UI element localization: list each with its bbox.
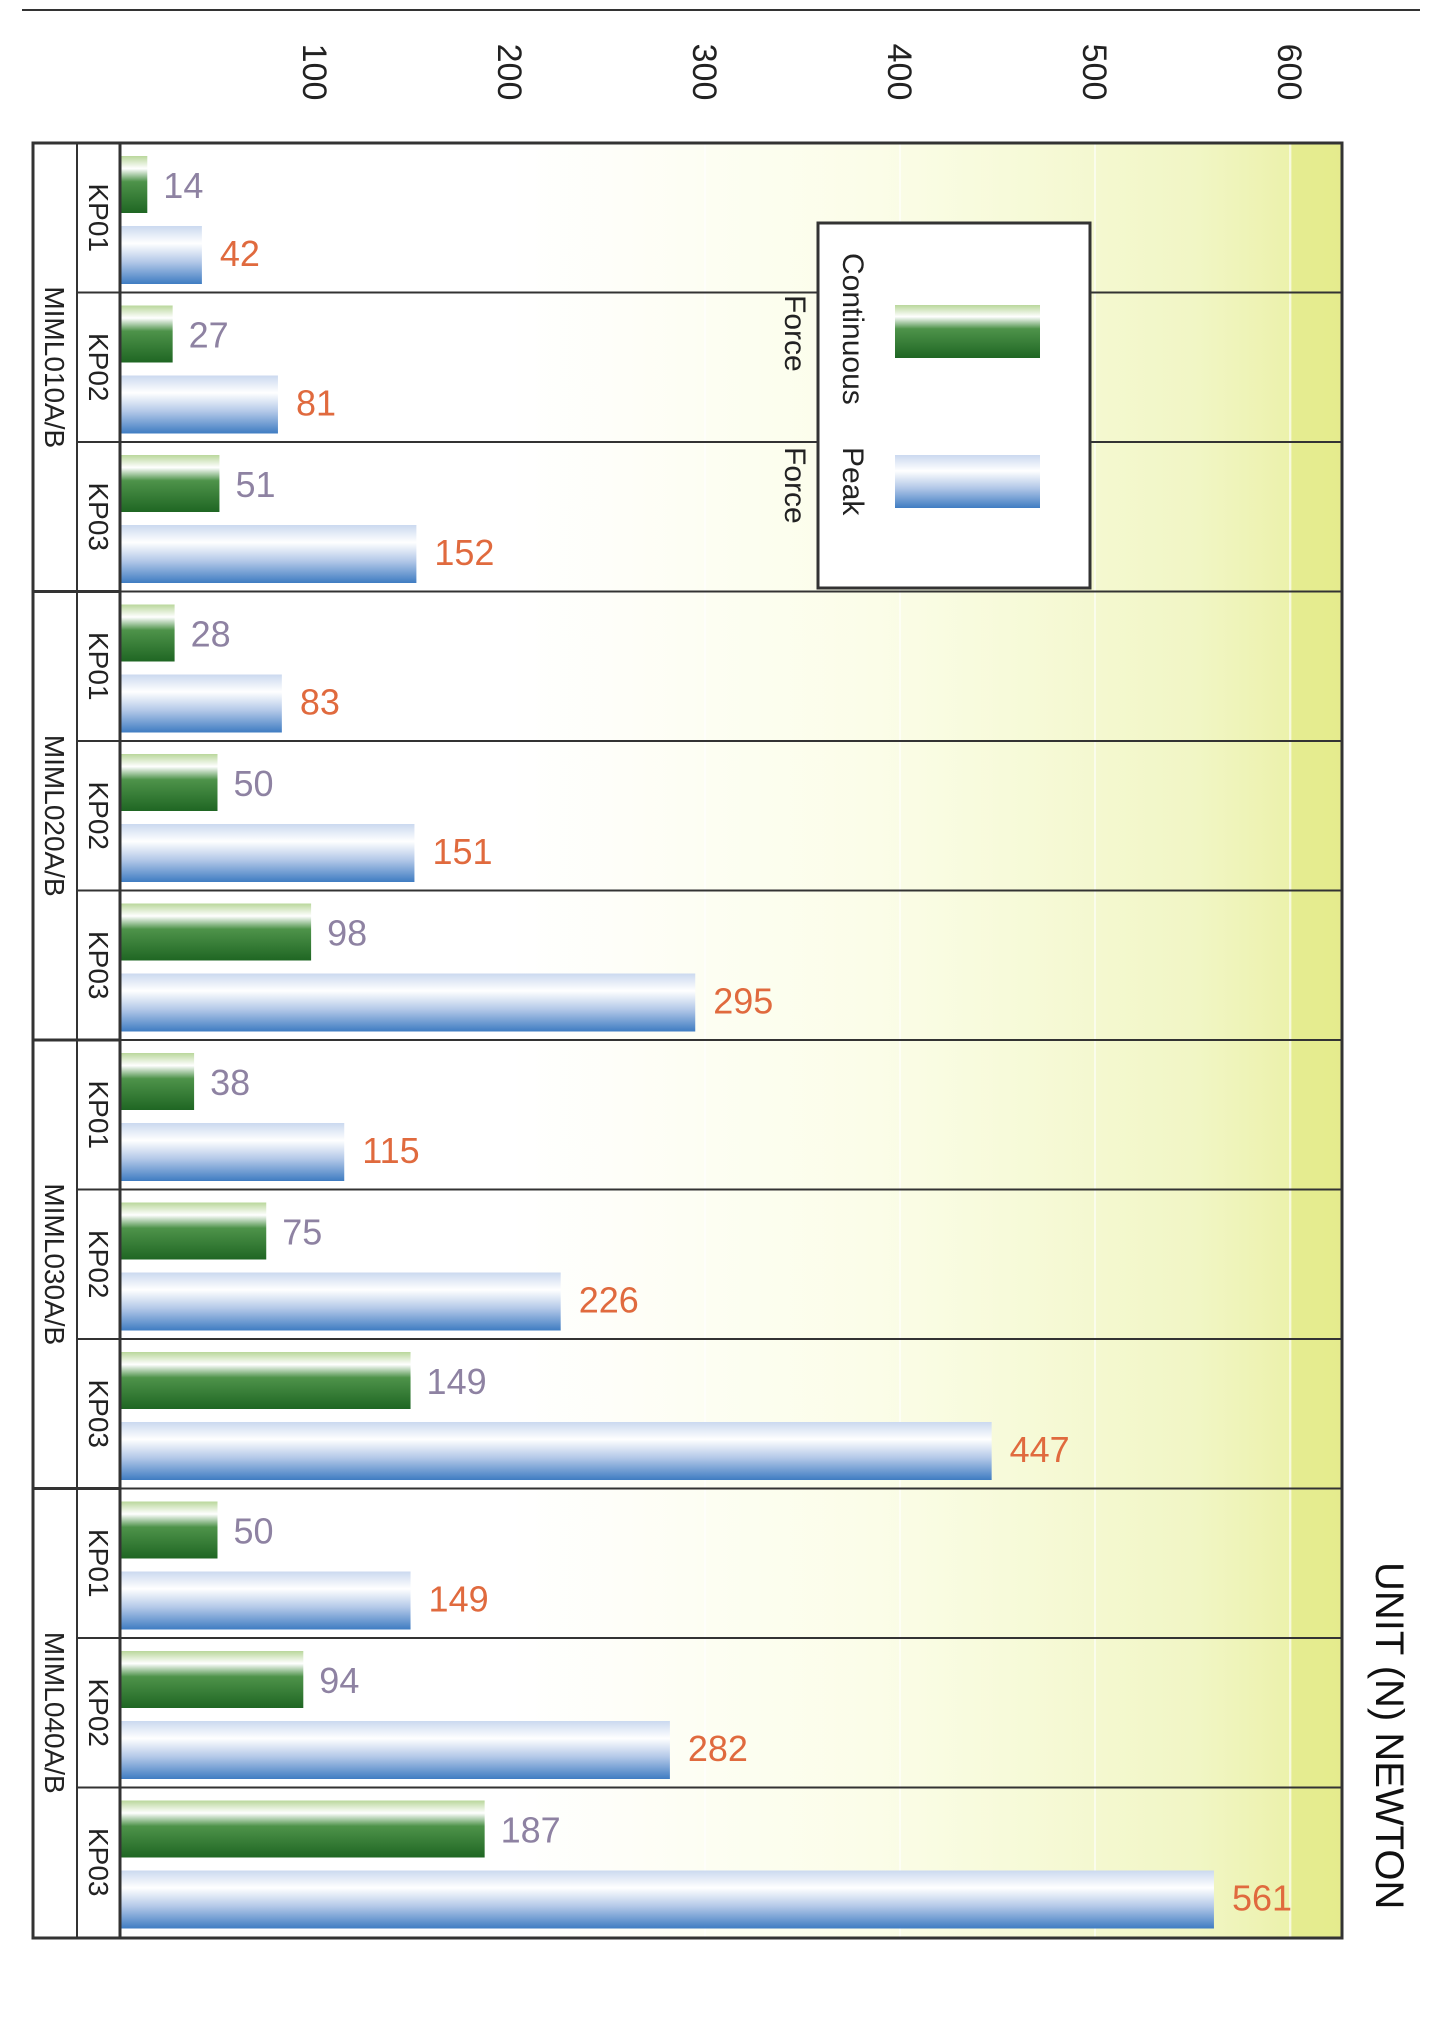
value-label-peak: 282 — [688, 1728, 748, 1769]
legend-label-peak-line1: Peak — [836, 447, 869, 516]
item-label: KP03 — [83, 931, 114, 1000]
bar-continuous — [120, 1501, 218, 1559]
legend: Continuous Force Peak Force — [778, 221, 1092, 590]
value-label-continuous: 50 — [234, 1511, 274, 1552]
value-label-continuous: 14 — [163, 165, 203, 206]
value-label-continuous: 187 — [501, 1810, 561, 1851]
legend-label-continuous-line2: Force — [778, 295, 811, 372]
bar-peak — [120, 1272, 561, 1331]
bar-continuous — [120, 1651, 304, 1708]
value-label-continuous: 50 — [234, 763, 274, 804]
legend-label-peak-line2: Force — [778, 447, 811, 524]
bars — [120, 156, 1214, 1929]
x-tick-label-100: 100 — [295, 44, 333, 101]
row-dividers — [120, 291, 1342, 1789]
value-labels: 14 42 27 81 51 152 28 83 50 151 98 295 38 115 75 226 149… — [163, 165, 1292, 1919]
bar-peak — [120, 1571, 411, 1630]
item-label: KP01 — [83, 1081, 114, 1150]
value-label-peak: 151 — [432, 831, 492, 872]
value-label-peak: 295 — [713, 981, 773, 1022]
value-label-peak: 83 — [300, 682, 340, 723]
bar-continuous — [120, 1352, 411, 1409]
group-label: MIML010A/B — [39, 286, 70, 448]
value-label-peak: 561 — [1232, 1878, 1292, 1919]
item-label: KP01 — [83, 1529, 114, 1598]
group-label: MIML040A/B — [39, 1632, 70, 1794]
bar-peak — [120, 1721, 670, 1779]
item-label: KP02 — [83, 333, 114, 402]
bar-peak — [120, 1123, 345, 1181]
bar-continuous — [120, 156, 148, 213]
x-tick-label-300: 300 — [685, 44, 723, 101]
legend-swatch-continuous — [895, 305, 1040, 358]
legend-label-continuous-line1: Continuous — [836, 253, 869, 405]
value-label-continuous: 51 — [235, 464, 275, 505]
legend-swatch-peak — [895, 455, 1040, 508]
x-tick-label-200: 200 — [490, 44, 528, 101]
x-tick-label-600: 600 — [1270, 44, 1308, 101]
bar-peak — [120, 525, 417, 583]
item-label: KP01 — [83, 632, 114, 701]
value-label-continuous: 38 — [210, 1062, 250, 1103]
bar-continuous — [120, 604, 175, 662]
value-label-peak: 152 — [434, 532, 494, 573]
bar-continuous — [120, 1800, 485, 1858]
item-label: KP03 — [83, 1828, 114, 1897]
bar-peak — [120, 226, 202, 284]
legend-box — [816, 221, 1092, 590]
x-tick-labels: 100 200 300 400 500 600 — [295, 44, 1308, 101]
item-label: KP03 — [83, 1380, 114, 1449]
unit-label: UNIT (N) NEWTON — [1367, 1562, 1411, 1909]
bar-peak — [120, 674, 282, 733]
group-label: MIML020A/B — [39, 735, 70, 897]
item-label: KP01 — [83, 184, 114, 253]
value-label-continuous: 28 — [191, 614, 231, 655]
value-label-peak: 447 — [1010, 1429, 1070, 1470]
bar-peak — [120, 1422, 992, 1480]
bar-peak — [120, 824, 415, 882]
bar-continuous — [120, 1053, 195, 1110]
value-label-peak: 149 — [429, 1579, 489, 1620]
bar-continuous — [120, 305, 173, 363]
bar-continuous — [120, 754, 218, 811]
x-tick-label-400: 400 — [880, 44, 918, 101]
value-label-peak: 81 — [296, 383, 336, 424]
group-label: MIML030A/B — [39, 1183, 70, 1345]
value-label-continuous: 75 — [282, 1212, 322, 1253]
bar-peak — [120, 375, 278, 434]
value-label-continuous: 149 — [427, 1361, 487, 1402]
bar-continuous — [120, 1202, 267, 1260]
plot-frame — [118, 141, 1344, 1940]
value-label-peak: 115 — [362, 1130, 419, 1171]
bar-peak — [120, 973, 696, 1032]
bar-continuous — [120, 903, 312, 961]
bar-peak — [120, 1870, 1214, 1929]
label-dividers — [33, 291, 120, 1789]
item-label: KP02 — [83, 1230, 114, 1299]
value-label-peak: 226 — [579, 1280, 639, 1321]
value-label-continuous: 98 — [327, 913, 367, 954]
item-label: KP03 — [83, 483, 114, 552]
x-tick-label-500: 500 — [1075, 44, 1113, 101]
category-labels: KP01 KP02 KP03 MIML010A/B KP01 KP02 KP03 MIML02… — [39, 184, 114, 1897]
item-label: KP02 — [83, 782, 114, 851]
value-label-continuous: 27 — [189, 315, 229, 356]
bar-continuous — [120, 455, 220, 512]
value-label-peak: 42 — [220, 233, 260, 274]
item-label: KP02 — [83, 1679, 114, 1748]
value-label-continuous: 94 — [319, 1660, 359, 1701]
